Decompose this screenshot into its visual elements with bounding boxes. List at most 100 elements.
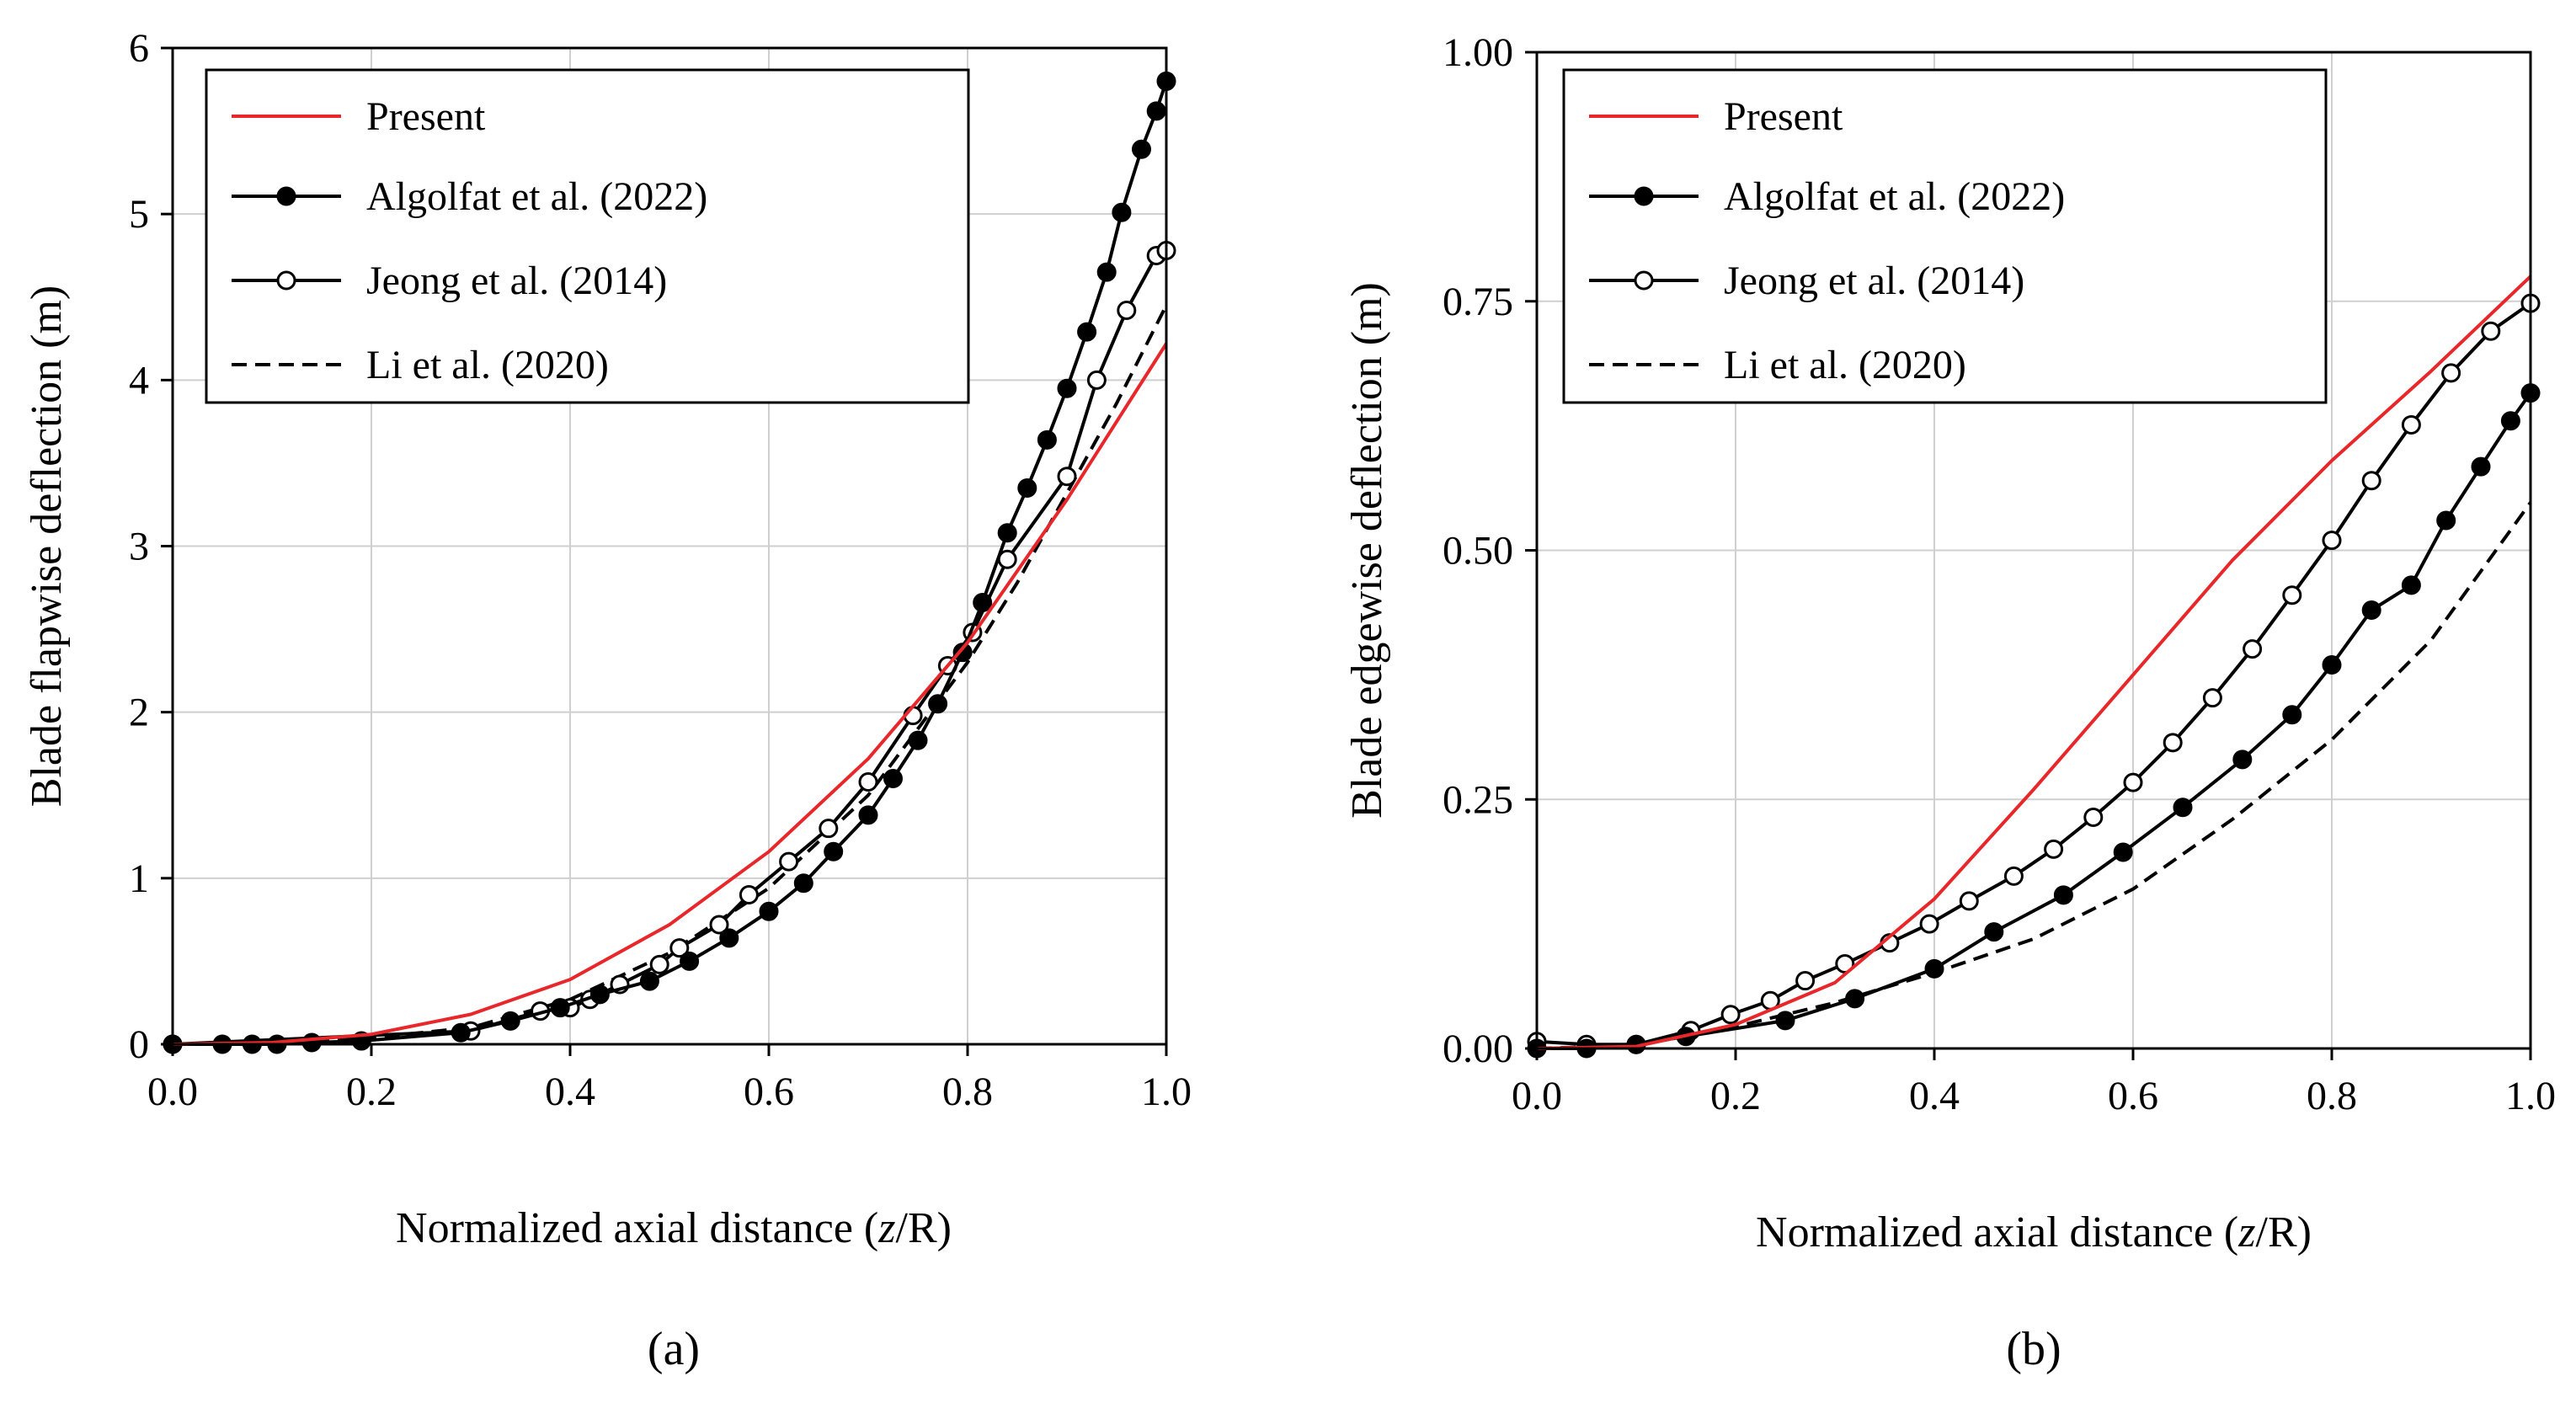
y-tick-label: 5 (129, 192, 149, 237)
data-point-algolfat-et-al-2022 (2436, 510, 2456, 531)
data-point-algolfat-et-al-2022 (908, 730, 928, 750)
data-point-algolfat-et-al-2022 (2282, 705, 2302, 725)
panel-a-legend-swatches (232, 115, 341, 366)
panel-a-legend-box (205, 68, 970, 404)
x-tick-label: 0.2 (1710, 1074, 1761, 1118)
data-point-jeong-et-al-2014 (779, 851, 799, 872)
x-axis-title-var: z (877, 1204, 895, 1252)
data-point-jeong-et-al-2014 (2282, 585, 2302, 605)
x-axis-title-var: z (2237, 1208, 2255, 1256)
legend-entry-li: Li et al. (2020) (366, 343, 609, 387)
y-tick-label: 3 (129, 525, 149, 569)
data-point-algolfat-et-al-2022 (1037, 429, 1057, 450)
y-tick-label: 0.50 (1443, 529, 1513, 573)
series-line-present (1536, 275, 2532, 1050)
legend-marker-algolfat-et-al-2022 (276, 186, 296, 206)
data-point-algolfat-et-al-2022 (858, 805, 878, 825)
data-point-jeong-et-al-2014 (2202, 688, 2222, 708)
data-point-algolfat-et-al-2022 (928, 694, 948, 714)
y-axis-title: Blade flapwise deflection (m) (23, 285, 71, 807)
x-tick-label: 0.6 (744, 1070, 794, 1114)
data-point-algolfat-et-al-2022 (1984, 922, 2004, 942)
panel-a-ticks (161, 46, 1168, 1056)
panel-a-series (163, 71, 1176, 1054)
legend-marker-jeong-et-al-2014 (276, 270, 296, 291)
data-point-jeong-et-al-2014 (819, 819, 839, 839)
data-point-jeong-et-al-2014 (2361, 471, 2381, 491)
data-point-jeong-et-al-2014 (1117, 301, 1137, 321)
series-line-algolfat-et-al-2022 (1537, 392, 2532, 1050)
x-tick-label: 0.8 (2307, 1074, 2357, 1118)
y-tick-label: 4 (129, 358, 149, 403)
data-point-algolfat-et-al-2022 (1096, 262, 1117, 282)
legend-marker-jeong-et-al-2014 (1634, 270, 1654, 291)
legend-entry-algolfat: Algolfat et al. (2022) (366, 174, 707, 219)
data-point-jeong-et-al-2014 (2003, 866, 2024, 886)
data-point-algolfat-et-al-2022 (639, 971, 659, 991)
legend-entry-jeong: Jeong et al. (2014) (1724, 259, 2024, 303)
x-tick-label: 1.0 (1141, 1070, 1192, 1114)
panel-b-caption: (b) (2006, 1323, 2061, 1375)
y-tick-label: 6 (129, 26, 149, 71)
x-axis-title-part: /R) (896, 1204, 952, 1252)
data-point-algolfat-et-al-2022 (2401, 575, 2421, 595)
data-point-jeong-et-al-2014 (2481, 321, 2501, 341)
data-point-algolfat-et-al-2022 (883, 769, 903, 789)
data-point-algolfat-et-al-2022 (2322, 655, 2342, 675)
panel-b-ticks (1525, 51, 2532, 1060)
legend-entry-li: Li et al. (2020) (1724, 343, 1966, 387)
data-point-algolfat-et-al-2022 (550, 998, 570, 1018)
x-tick-label: 0.4 (545, 1070, 595, 1114)
data-point-jeong-et-al-2014 (1795, 971, 1816, 991)
legend-marker-algolfat-et-al-2022 (1634, 186, 1654, 206)
data-point-algolfat-et-al-2022 (680, 951, 700, 971)
y-tick-label: 1 (129, 856, 149, 901)
data-point-algolfat-et-al-2022 (500, 1011, 520, 1031)
x-tick-label: 0.8 (942, 1070, 993, 1114)
data-point-jeong-et-al-2014 (2083, 808, 2104, 828)
panel-b-legend-box (1562, 68, 2328, 404)
series-line-jeong-et-al-2014 (172, 248, 1167, 1046)
data-point-algolfat-et-al-2022 (1057, 378, 1077, 398)
panel-b-legend: Present Algolfat et al. (2022) Jeong et … (1562, 68, 2328, 404)
data-point-algolfat-et-al-2022 (2361, 600, 2381, 620)
data-point-algolfat-et-al-2022 (1146, 101, 1166, 121)
x-tick-label: 0.2 (346, 1070, 397, 1114)
y-tick-label: 0.25 (1443, 777, 1513, 822)
x-axis-title-part: Normalized axial distance ( (396, 1204, 878, 1252)
x-tick-label: 0.6 (2108, 1074, 2158, 1118)
data-point-jeong-et-al-2014 (2123, 772, 2143, 792)
data-point-jeong-et-al-2014 (1720, 1005, 1741, 1025)
y-tick-label: 0 (129, 1022, 149, 1067)
data-point-jeong-et-al-2014 (1086, 370, 1107, 390)
data-point-algolfat-et-al-2022 (1077, 322, 1097, 342)
data-point-algolfat-et-al-2022 (2471, 456, 2491, 477)
data-point-jeong-et-al-2014 (2401, 414, 2421, 435)
data-point-jeong-et-al-2014 (858, 771, 878, 792)
data-point-algolfat-et-al-2022 (719, 928, 739, 948)
panel-b-series (1527, 275, 2541, 1059)
data-point-algolfat-et-al-2022 (301, 1032, 322, 1053)
data-point-algolfat-et-al-2022 (1924, 958, 1944, 979)
data-point-algolfat-et-al-2022 (2232, 750, 2253, 770)
data-point-jeong-et-al-2014 (739, 885, 759, 905)
data-point-algolfat-et-al-2022 (2053, 885, 2073, 905)
data-point-algolfat-et-al-2022 (759, 901, 779, 921)
x-axis-title: Normalized axial distance (z/R) (1756, 1208, 2312, 1256)
y-tick-label: 0.00 (1443, 1027, 1513, 1071)
x-axis-title-part: Normalized axial distance ( (1756, 1208, 2238, 1256)
series-line-present (172, 342, 1168, 1046)
y-tick-label: 1.00 (1443, 30, 1513, 75)
data-point-jeong-et-al-2014 (2322, 531, 2342, 551)
legend-entry-jeong: Jeong et al. (2014) (366, 259, 667, 303)
legend-entry-algolfat: Algolfat et al. (2022) (1724, 174, 2065, 219)
series-line-li-et-al-2020 (1536, 501, 2532, 1050)
data-point-algolfat-et-al-2022 (952, 643, 973, 663)
data-point-jeong-et-al-2014 (2441, 363, 2461, 383)
x-axis-title-part: /R) (2256, 1208, 2312, 1256)
data-point-algolfat-et-al-2022 (1845, 989, 1865, 1009)
data-point-algolfat-et-al-2022 (2173, 798, 2193, 818)
series-line-algolfat-et-al-2022 (173, 80, 1168, 1046)
data-point-jeong-et-al-2014 (1057, 467, 1077, 487)
